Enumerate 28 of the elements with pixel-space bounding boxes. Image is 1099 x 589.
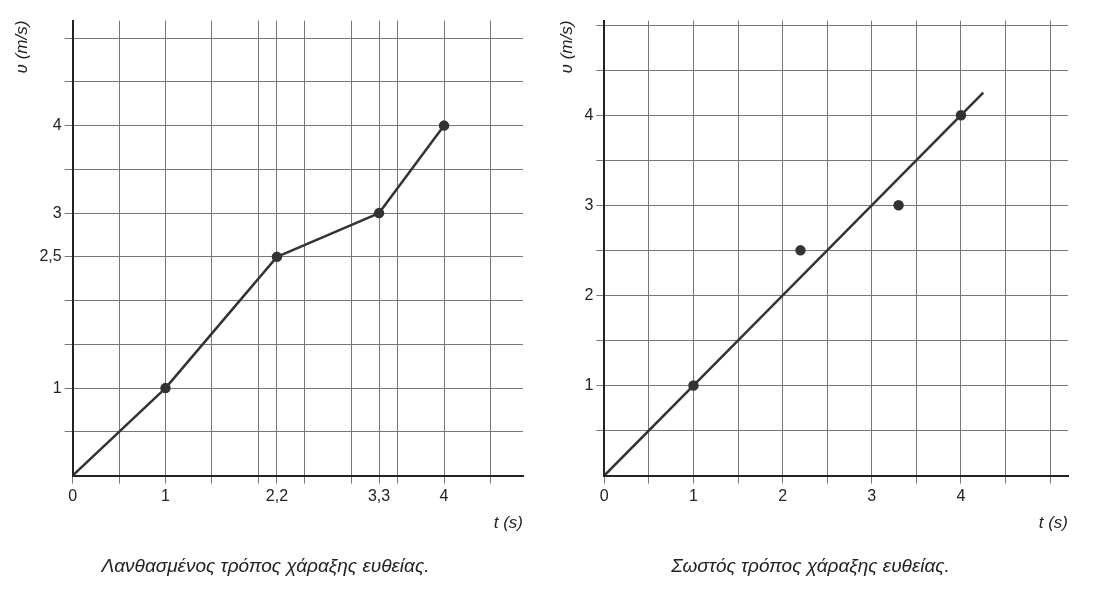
x-tick-label: 4 xyxy=(439,486,449,504)
x-tick-label: 1 xyxy=(689,486,699,504)
y-axis-title: υ (m/s) xyxy=(556,20,576,74)
point xyxy=(893,200,904,211)
point xyxy=(795,245,806,256)
x-tick-label: 4 xyxy=(956,486,966,504)
y-tick-label: 2,5 xyxy=(39,247,62,265)
point xyxy=(955,109,967,121)
y-tick-label: 3 xyxy=(52,203,62,221)
y-tick-label: 1 xyxy=(584,375,594,393)
point xyxy=(688,380,699,391)
text: Σωστός τρόπος χάραξης ευθείας. xyxy=(670,554,950,576)
y-tick-label: 4 xyxy=(584,105,594,123)
x-tick-label: 2 xyxy=(778,486,788,504)
y-tick-label: 2 xyxy=(584,285,594,303)
x-axis-title: t (s) xyxy=(1038,512,1068,532)
y-tick-label: 1 xyxy=(52,378,62,396)
text: Λανθασμένος τρόπος χάραξης ευθείας. xyxy=(100,554,430,576)
y-axis-title: υ (m/s) xyxy=(11,20,31,74)
x-tick-label: 3,3 xyxy=(367,486,391,504)
y-tick-label: 3 xyxy=(584,195,594,213)
x-tick-label: 0 xyxy=(68,486,78,504)
x-axis-title: t (s) xyxy=(493,512,523,532)
x-tick-label: 2,2 xyxy=(265,486,289,504)
y-tick-label: 4 xyxy=(52,116,62,134)
x-tick-label: 1 xyxy=(161,486,171,504)
x-tick-label: 0 xyxy=(599,486,609,504)
x-tick-label: 3 xyxy=(867,486,877,504)
